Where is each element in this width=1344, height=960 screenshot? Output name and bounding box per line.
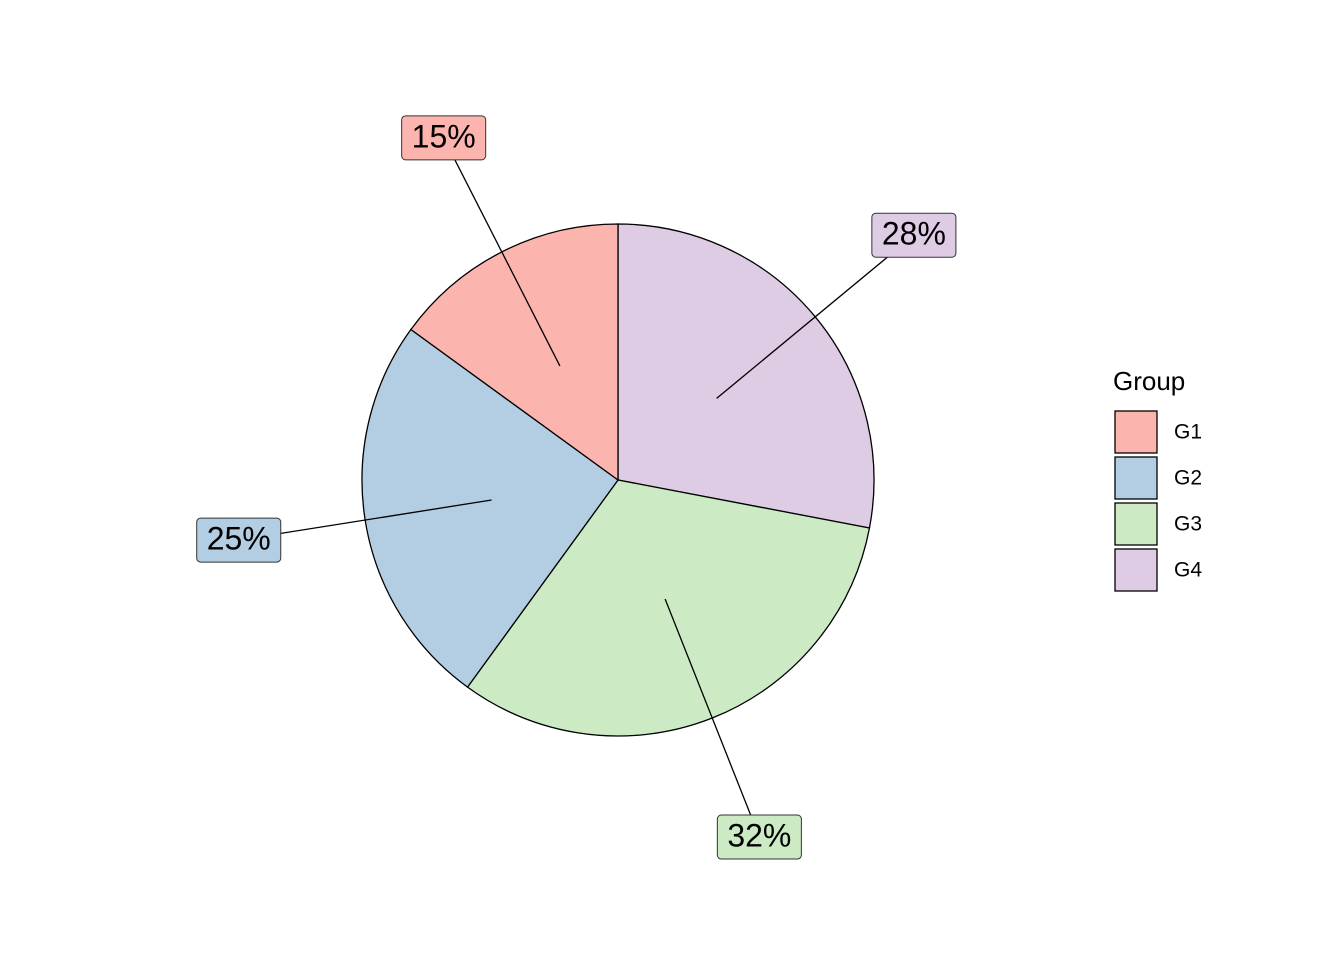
data-label: 25% <box>207 521 271 557</box>
label-box <box>196 517 282 563</box>
leader-line <box>664 598 760 838</box>
legend-title: Group <box>1113 366 1185 396</box>
legend-swatch <box>1114 456 1158 500</box>
legend: Group G1 G2 G3 G4 <box>1113 366 1202 592</box>
leader-line <box>443 137 561 367</box>
label-box <box>871 212 957 258</box>
legend-swatch <box>1114 548 1158 592</box>
legend-swatch <box>1114 410 1158 454</box>
data-label: 15% <box>412 118 476 154</box>
data-label: 28% <box>882 216 946 252</box>
legend-label: G2 <box>1174 467 1202 490</box>
legend-label: G4 <box>1174 559 1202 582</box>
pie <box>361 223 875 737</box>
label-box <box>716 814 802 860</box>
pie-slice <box>617 223 875 529</box>
label-box <box>401 115 487 161</box>
legend-label: G1 <box>1174 421 1202 444</box>
legend-swatch <box>1114 502 1158 546</box>
data-label: 32% <box>727 817 791 853</box>
leader-line <box>716 234 915 399</box>
legend-label: G3 <box>1174 513 1202 536</box>
data-labels: 28% 32% 25% 15% <box>196 115 957 860</box>
